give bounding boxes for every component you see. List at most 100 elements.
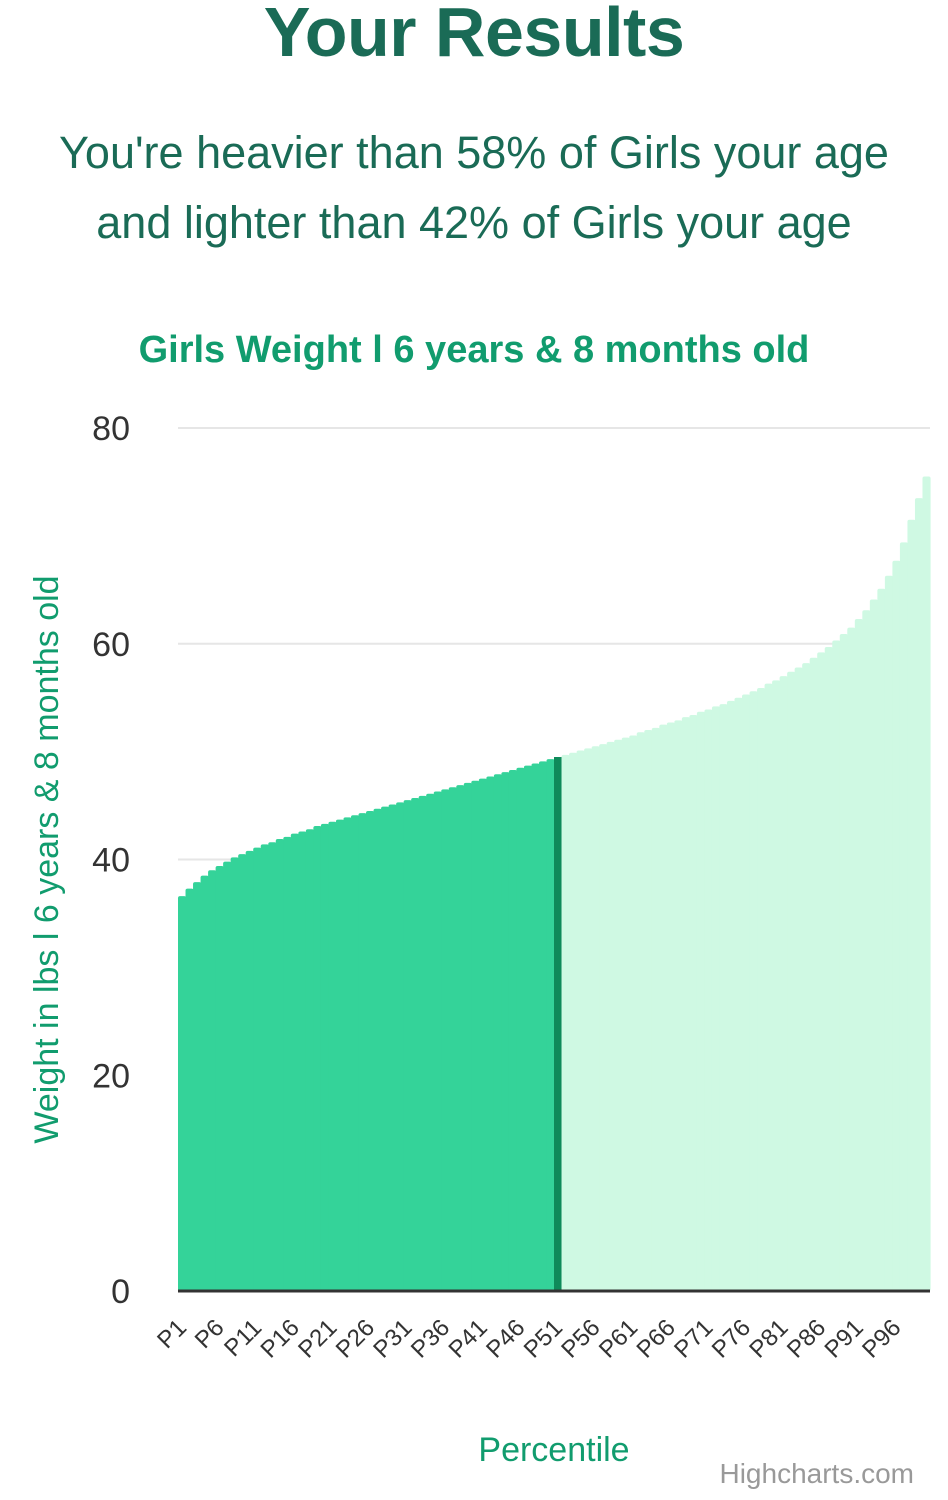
bar-P46[interactable]: [516, 767, 525, 1291]
bar-P48[interactable]: [531, 763, 540, 1291]
bar-P55[interactable]: [584, 748, 593, 1291]
bar-P92[interactable]: [862, 610, 871, 1291]
bar-P71[interactable]: [704, 709, 713, 1291]
bar-P23[interactable]: [343, 817, 352, 1291]
bar-P50[interactable]: [546, 759, 555, 1291]
bar-P16[interactable]: [290, 833, 299, 1291]
bar-P24[interactable]: [350, 815, 360, 1291]
bar-P63[interactable]: [644, 730, 653, 1291]
bar-P79[interactable]: [764, 683, 773, 1291]
bar-P87[interactable]: [824, 646, 833, 1291]
bar-P19[interactable]: [313, 826, 322, 1291]
bar-P60[interactable]: [621, 737, 630, 1291]
bar-P41[interactable]: [478, 778, 487, 1291]
bar-P13[interactable]: [268, 842, 277, 1291]
bar-P18[interactable]: [305, 829, 314, 1291]
bar-P59[interactable]: [614, 739, 623, 1291]
bar-P82[interactable]: [787, 671, 796, 1291]
bar-P64[interactable]: [651, 727, 660, 1291]
bar-P70[interactable]: [696, 711, 705, 1291]
bar-P40[interactable]: [471, 780, 480, 1291]
bar-P95[interactable]: [884, 575, 893, 1291]
bar-P17[interactable]: [298, 831, 307, 1291]
bar-P74[interactable]: [726, 700, 736, 1291]
bar-P27[interactable]: [373, 808, 382, 1291]
bar-P45[interactable]: [508, 769, 517, 1291]
bar-P34[interactable]: [426, 793, 435, 1291]
bar-P6[interactable]: [215, 865, 224, 1291]
bar-P47[interactable]: [523, 765, 533, 1291]
bar-P21[interactable]: [328, 821, 337, 1291]
bar-P14[interactable]: [275, 839, 284, 1291]
bar-P10[interactable]: [245, 850, 254, 1291]
highcharts-credit[interactable]: Highcharts.com: [719, 1458, 914, 1489]
bar-P66[interactable]: [666, 722, 675, 1292]
bar-P4[interactable]: [200, 875, 209, 1291]
bar-P25[interactable]: [358, 813, 367, 1291]
bar-P29[interactable]: [388, 804, 397, 1291]
bar-P83[interactable]: [794, 667, 803, 1291]
bar-P49[interactable]: [538, 761, 548, 1291]
bar-P89[interactable]: [839, 634, 848, 1291]
bar-P90[interactable]: [847, 627, 856, 1291]
bar-P35[interactable]: [433, 791, 442, 1291]
bar-P85[interactable]: [809, 657, 818, 1291]
bar-P44[interactable]: [501, 772, 510, 1291]
bar-P58[interactable]: [606, 741, 615, 1291]
bar-P30[interactable]: [396, 802, 405, 1291]
bar-P53[interactable]: [569, 752, 578, 1291]
bar-P78[interactable]: [757, 687, 766, 1291]
bar-P81[interactable]: [779, 676, 788, 1291]
bar-P61[interactable]: [629, 735, 638, 1291]
bar-P84[interactable]: [802, 663, 811, 1291]
bar-P38[interactable]: [456, 785, 465, 1291]
bar-P99[interactable]: [914, 498, 924, 1291]
bar-P22[interactable]: [335, 819, 345, 1291]
bar-P67[interactable]: [674, 720, 683, 1291]
bar-P93[interactable]: [869, 599, 878, 1291]
bar-P76[interactable]: [742, 694, 751, 1291]
bar-P100[interactable]: [922, 476, 931, 1291]
bar-P97[interactable]: [899, 542, 909, 1291]
bar-P57[interactable]: [599, 744, 608, 1291]
bar-P15[interactable]: [283, 836, 292, 1291]
bar-P7[interactable]: [223, 861, 232, 1291]
bar-P52[interactable]: [561, 754, 570, 1291]
bar-P43[interactable]: [493, 774, 502, 1291]
bar-P3[interactable]: [193, 882, 202, 1291]
bar-P2[interactable]: [185, 888, 194, 1291]
bar-P31[interactable]: [403, 800, 412, 1291]
bar-P69[interactable]: [689, 714, 698, 1291]
bar-P80[interactable]: [772, 680, 781, 1291]
bar-P56[interactable]: [591, 746, 600, 1291]
bar-P8[interactable]: [230, 857, 239, 1291]
bar-P36[interactable]: [441, 789, 450, 1291]
bar-P37[interactable]: [448, 787, 457, 1291]
bar-P5[interactable]: [208, 870, 217, 1291]
bar-P1[interactable]: [178, 896, 187, 1291]
bar-P62[interactable]: [636, 732, 645, 1291]
bar-P65[interactable]: [659, 724, 668, 1291]
bar-P98[interactable]: [907, 519, 916, 1291]
bar-P68[interactable]: [681, 717, 690, 1291]
bar-P86[interactable]: [817, 652, 826, 1291]
bar-P32[interactable]: [411, 798, 420, 1291]
bar-P94[interactable]: [877, 588, 886, 1291]
bar-P39[interactable]: [463, 782, 472, 1291]
bar-P26[interactable]: [366, 810, 375, 1291]
bar-P88[interactable]: [832, 640, 841, 1291]
bar-P42[interactable]: [486, 776, 495, 1291]
bar-P12[interactable]: [260, 844, 269, 1291]
bar-P33[interactable]: [418, 795, 427, 1291]
bar-P73[interactable]: [719, 704, 728, 1291]
bar-P91[interactable]: [854, 618, 863, 1291]
bar-P11[interactable]: [253, 847, 262, 1291]
bar-P54[interactable]: [576, 750, 585, 1291]
bar-P28[interactable]: [381, 806, 390, 1291]
bar-series[interactable]: [178, 476, 931, 1292]
bar-P75[interactable]: [734, 697, 743, 1291]
bar-P20[interactable]: [320, 823, 329, 1291]
bar-P96[interactable]: [892, 560, 901, 1291]
bar-P9[interactable]: [238, 854, 247, 1291]
bar-P77[interactable]: [749, 691, 758, 1291]
